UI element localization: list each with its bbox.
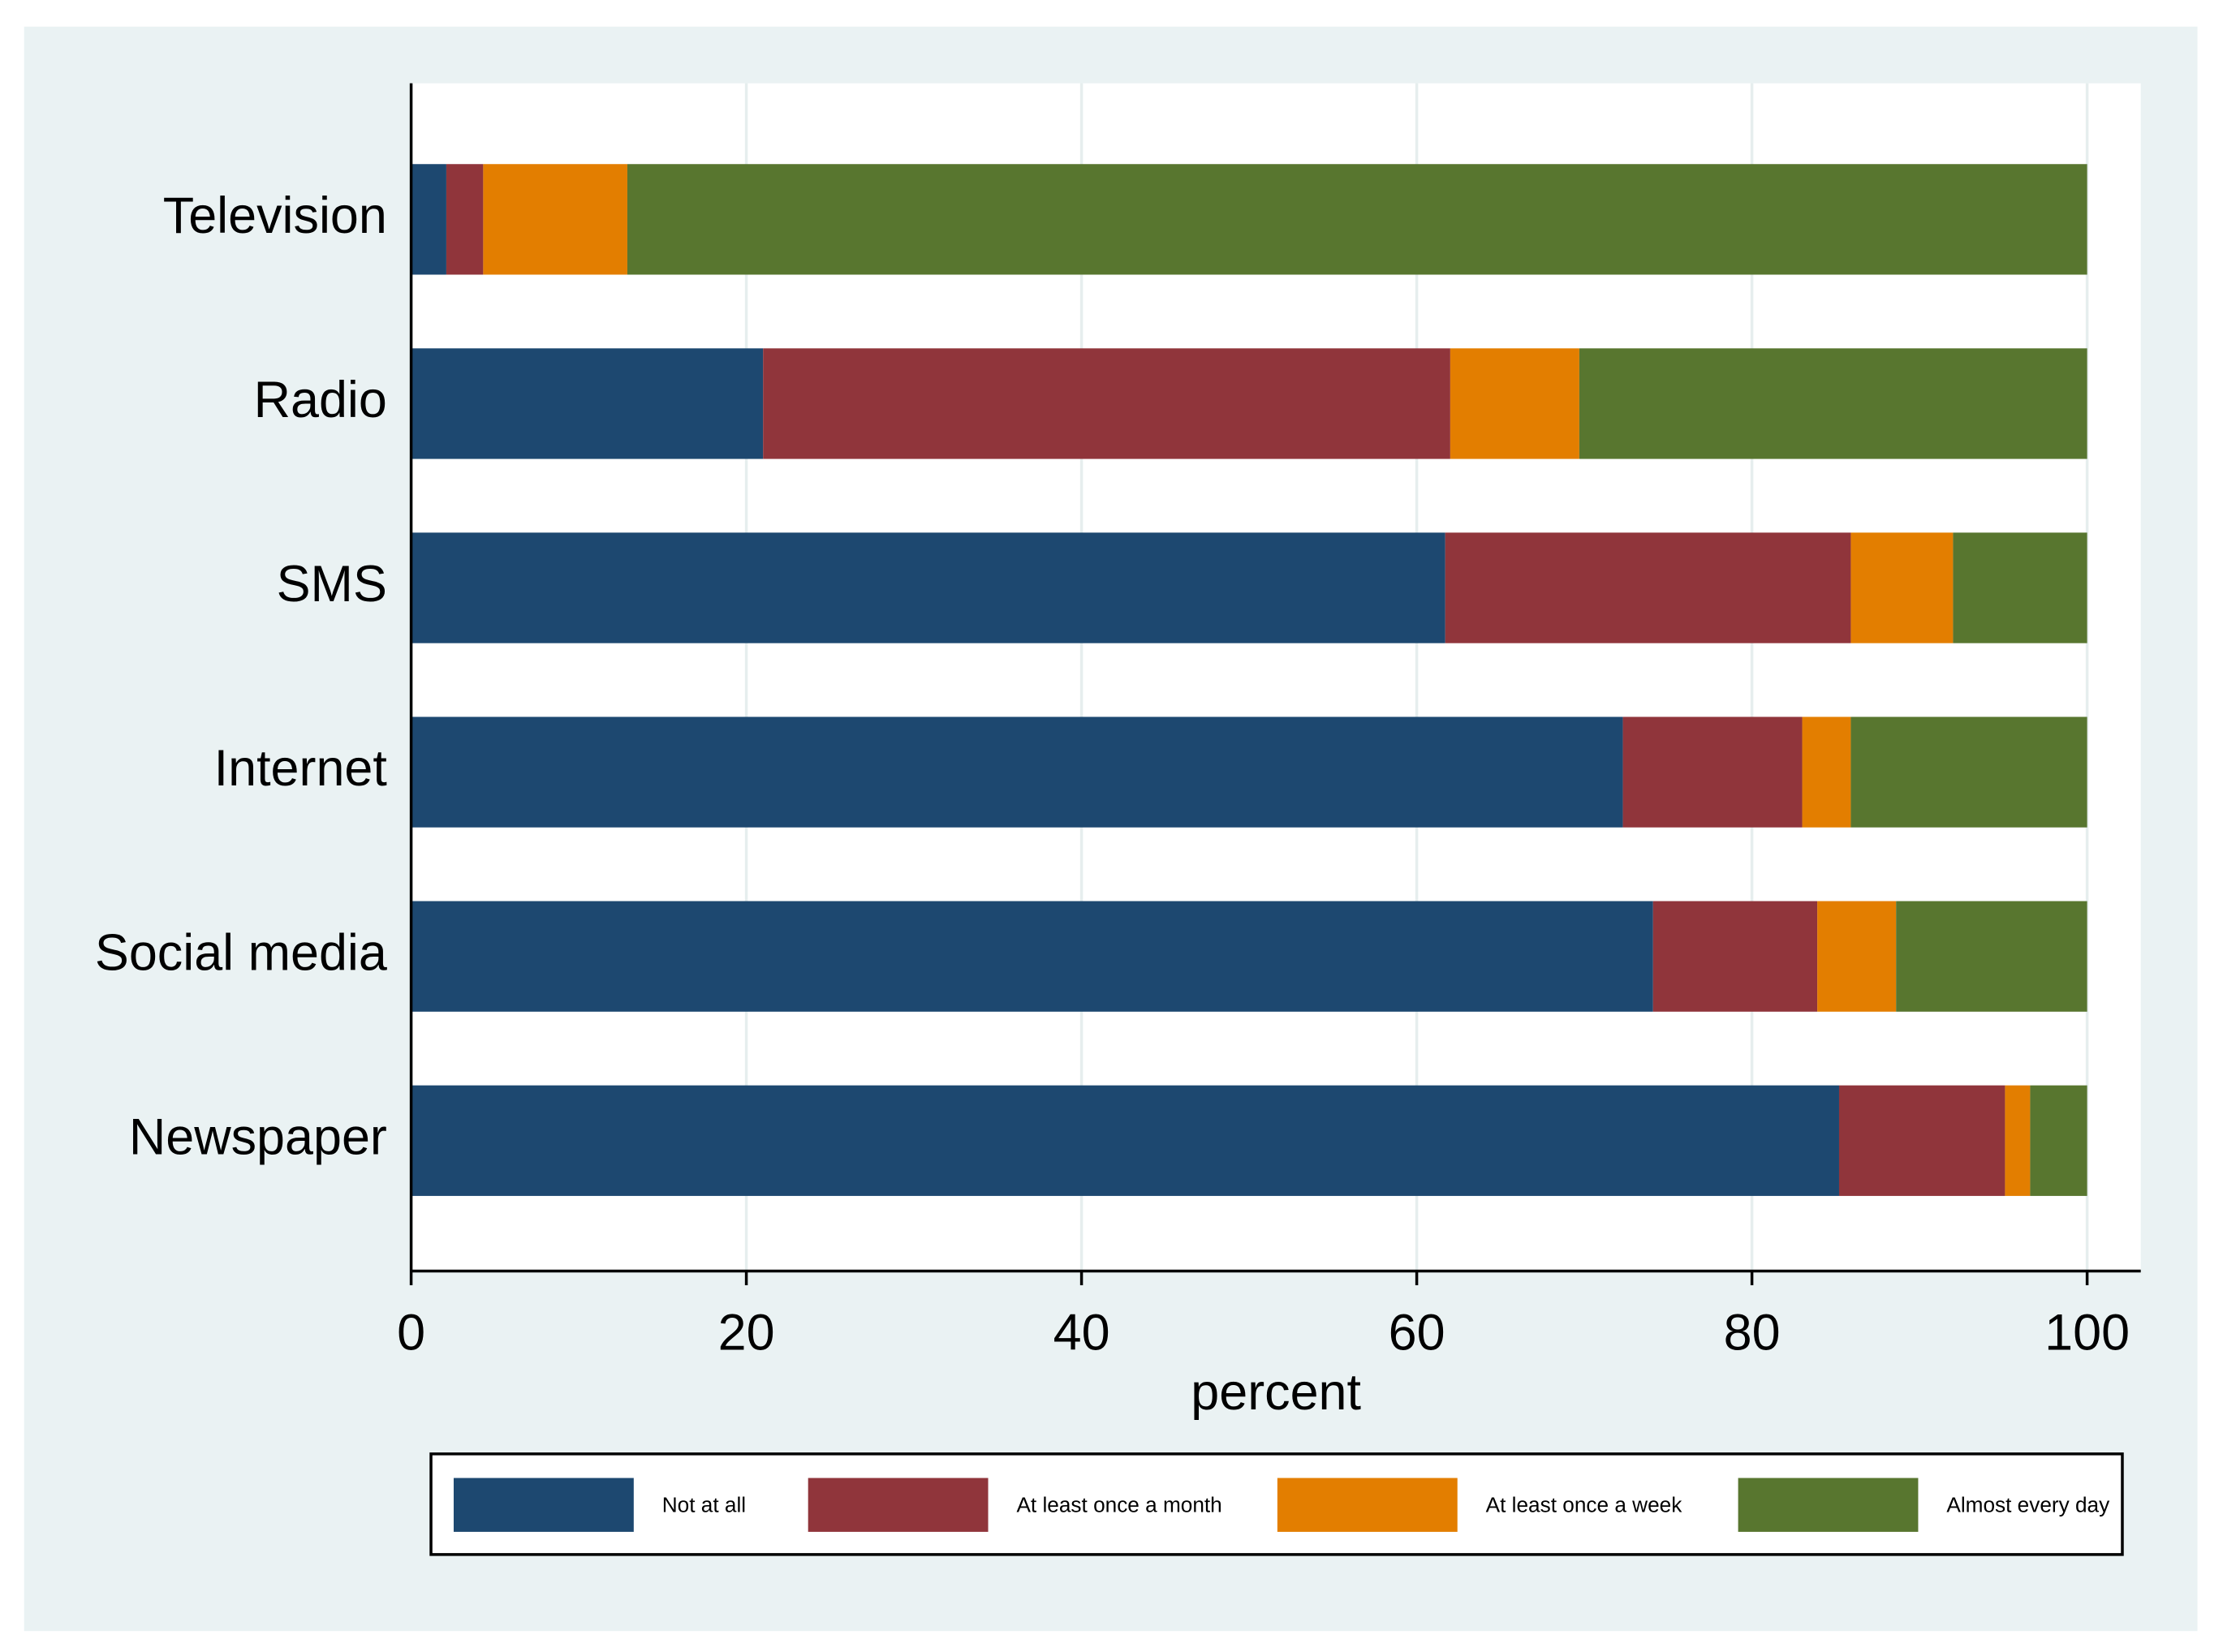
legend-label: Not at all: [662, 1492, 746, 1516]
legend-label: Almost every day: [1946, 1492, 2110, 1516]
y-tick-label: Radio: [254, 372, 387, 428]
bar-segment: [1622, 716, 1803, 828]
y-tick-label: Social media: [95, 924, 387, 981]
bar-segment: [1802, 716, 1851, 828]
bar-segment: [411, 532, 1445, 643]
bar-segment: [2030, 1085, 2087, 1196]
bar-segment: [627, 164, 2087, 275]
legend-label: At least once a week: [1486, 1492, 1683, 1516]
bar-segment: [1953, 532, 2087, 643]
bar-segment: [1817, 901, 1897, 1012]
legend-swatch: [808, 1478, 989, 1532]
y-tick-label: SMS: [277, 556, 387, 613]
x-axis-title: percent: [1191, 1364, 1361, 1421]
bar-segment: [1896, 901, 2087, 1012]
plot-region: [411, 83, 2141, 1271]
x-tick-label: 40: [1053, 1304, 1110, 1361]
legend-label: At least once a month: [1016, 1492, 1221, 1516]
bar-segment: [1850, 532, 1954, 643]
legend-swatch: [1277, 1478, 1458, 1532]
bar-segment: [1838, 1085, 2005, 1196]
x-tick-label: 20: [718, 1304, 775, 1361]
x-tick-label: 60: [1389, 1304, 1445, 1361]
legend-swatch: [453, 1478, 634, 1532]
bar-segment: [1850, 716, 2087, 828]
y-tick-label: Television: [163, 187, 387, 244]
bar-segment: [446, 164, 484, 275]
y-tick-label: Internet: [214, 740, 388, 797]
bar-segment: [411, 1085, 1839, 1196]
bar-segment: [483, 164, 627, 275]
bar-segment: [1652, 901, 1818, 1012]
x-tick-label: 100: [2044, 1304, 2130, 1361]
bar-segment: [1450, 348, 1579, 459]
x-tick-label: 80: [1724, 1304, 1781, 1361]
bar-segment: [411, 348, 764, 459]
bar-segment: [411, 716, 1623, 828]
y-tick-label: Newspaper: [129, 1108, 387, 1165]
legend-swatch: [1738, 1478, 1919, 1532]
bar-segment: [411, 901, 1653, 1012]
bar-segment: [763, 348, 1450, 459]
x-tick-label: 0: [397, 1304, 425, 1361]
bar-segment: [411, 164, 446, 275]
bar-segment: [1579, 348, 2087, 459]
bar-segment: [1445, 532, 1851, 643]
bar-segment: [2005, 1085, 2031, 1196]
